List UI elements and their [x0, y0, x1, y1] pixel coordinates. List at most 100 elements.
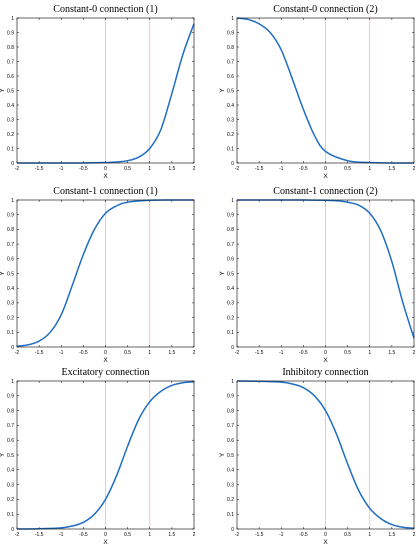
y-tick-label: 0.8: [227, 408, 234, 414]
x-tick-label: 1: [148, 350, 151, 356]
x-tick-label: -1.5: [35, 350, 44, 356]
y-tick-label: 0.3: [7, 301, 14, 307]
chart-panel: Constant-0 connection (2) -2 -1.5 -1 -0.5 0 0.…: [219, 4, 416, 180]
y-tick-label: 1: [11, 16, 14, 22]
x-tick-label: 0: [104, 350, 107, 356]
y-tick-label: 0.8: [227, 227, 234, 233]
y-tick-label: 0.1: [7, 512, 14, 518]
y-tick-label: 1: [231, 16, 234, 22]
x-tick-label: -0.5: [79, 532, 88, 538]
y-tick-label: 0.4: [227, 468, 234, 474]
x-tick-label: -1.5: [255, 350, 264, 356]
y-tick-label: 0: [231, 345, 234, 351]
y-tick-label: 0.7: [227, 59, 234, 65]
y-tick-label: 1: [11, 379, 14, 385]
y-tick-label: 0.8: [7, 227, 14, 233]
x-tick-label: 1.5: [388, 532, 395, 538]
x-tick-label: 2: [413, 350, 416, 356]
x-axis-label: X: [103, 539, 108, 546]
chart-title: Excitatory connection: [61, 367, 149, 378]
x-axis-label: X: [103, 173, 108, 180]
y-tick-label: 0.8: [7, 45, 14, 51]
y-tick-label: 0.6: [227, 438, 234, 444]
x-tick-label: -0.5: [79, 166, 88, 172]
x-tick-label: -1: [59, 166, 64, 172]
y-tick-label: 0.5: [227, 453, 234, 459]
y-axis-label: Y: [0, 88, 6, 93]
chart-panel: Constant-1 connection (2) -2 -1.5 -1 -0.5 0 0.…: [219, 186, 416, 364]
y-tick-label: 0.5: [227, 88, 234, 94]
x-tick-label: 0.5: [124, 532, 131, 538]
x-tick-label: 2: [193, 350, 196, 356]
x-tick-label: 1: [368, 532, 371, 538]
y-tick-label: 0: [11, 161, 14, 167]
series-line: [236, 380, 415, 530]
y-tick-label: 0: [231, 527, 234, 533]
x-tick-label: 0: [104, 166, 107, 172]
chart-title: Constant-0 connection (1): [53, 4, 157, 15]
y-tick-label: 0.2: [7, 315, 14, 321]
y-tick-label: 0: [231, 161, 234, 167]
x-tick-label: 0.5: [344, 350, 351, 356]
y-tick-label: 0.7: [227, 242, 234, 248]
x-axis-label: X: [103, 357, 108, 364]
plot-frame: [236, 199, 415, 348]
y-tick-label: 0.9: [227, 213, 234, 219]
y-tick-label: 0.2: [227, 497, 234, 503]
y-tick-label: 0.2: [227, 132, 234, 138]
y-tick-label: 1: [11, 198, 14, 204]
y-tick-label: 0.1: [227, 330, 234, 336]
x-tick-label: -0.5: [299, 350, 308, 356]
x-tick-label: 0.5: [344, 166, 351, 172]
x-tick-label: 0: [104, 532, 107, 538]
x-tick-label: -2: [235, 532, 240, 538]
x-axis-label: X: [323, 173, 328, 180]
y-tick-label: 0.1: [227, 146, 234, 152]
y-tick-label: 0.3: [227, 117, 234, 123]
y-tick-label: 0.6: [7, 438, 14, 444]
y-tick-label: 0.9: [7, 213, 14, 219]
x-tick-label: -1.5: [255, 166, 264, 172]
x-tick-label: 2: [193, 532, 196, 538]
y-tick-label: 0.6: [7, 257, 14, 263]
x-axis-label: X: [323, 357, 328, 364]
x-tick-label: 2: [413, 166, 416, 172]
x-tick-label: 1: [148, 532, 151, 538]
x-tick-label: 1: [148, 166, 151, 172]
chart-panel: Excitatory connection -2 -1.5 -1 -0.5 0 0.5 1 1.…: [0, 367, 196, 546]
x-tick-label: -0.5: [299, 166, 308, 172]
x-tick-label: -1.5: [255, 532, 264, 538]
y-axis-label: Y: [0, 452, 6, 457]
y-tick-label: 0.5: [7, 453, 14, 459]
y-tick-label: 0.9: [7, 30, 14, 36]
chart-title: Constant-0 connection (2): [273, 4, 377, 15]
y-tick-label: 0.7: [7, 242, 14, 248]
y-tick-label: 0.1: [7, 330, 14, 336]
y-tick-label: 0: [11, 527, 14, 533]
y-tick-label: 0.3: [227, 482, 234, 488]
y-tick-label: 0.1: [227, 512, 234, 518]
x-axis-label: X: [323, 539, 328, 546]
y-tick-label: 0.1: [7, 146, 14, 152]
x-tick-label: 0: [324, 350, 327, 356]
y-tick-label: 0.7: [227, 423, 234, 429]
chart-title: Constant-1 connection (2): [273, 186, 377, 197]
x-tick-label: 0.5: [344, 532, 351, 538]
y-tick-label: 0: [11, 345, 14, 351]
x-tick-label: -1.5: [35, 166, 44, 172]
chart-panel: Constant-0 connection (1) -2 -1.5 -1 -0.5 0 0.…: [0, 4, 196, 180]
y-tick-label: 0.6: [7, 74, 14, 80]
x-tick-label: 1: [368, 350, 371, 356]
x-tick-label: 1.5: [168, 166, 175, 172]
x-tick-label: -1: [279, 166, 284, 172]
y-tick-label: 0.3: [227, 301, 234, 307]
y-tick-label: 0.9: [227, 394, 234, 400]
y-tick-label: 0.5: [7, 271, 14, 277]
y-tick-label: 0.9: [227, 30, 234, 36]
plot-frame: [16, 17, 195, 164]
x-tick-label: -1.5: [35, 532, 44, 538]
chart-title: Constant-1 connection (1): [53, 186, 157, 197]
y-tick-label: 0.9: [7, 394, 14, 400]
x-tick-label: -2: [235, 350, 240, 356]
